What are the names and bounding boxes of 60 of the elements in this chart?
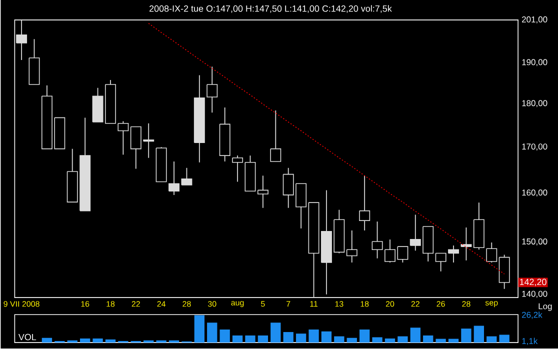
bar	[486, 336, 497, 343]
bar	[448, 339, 459, 343]
y-axis-title: VOL	[18, 334, 36, 340]
bar	[436, 339, 446, 343]
y-tick-label: 180,00	[522, 100, 548, 108]
bar	[296, 334, 306, 343]
bar	[410, 328, 420, 343]
candlestick	[16, 20, 28, 61]
candlestick	[346, 230, 358, 264]
bar	[321, 332, 332, 343]
bar	[92, 338, 103, 343]
candlestick	[270, 110, 282, 162]
bar	[372, 337, 382, 343]
bar	[80, 338, 90, 343]
y-tick-label: 160,00	[522, 190, 548, 197]
bar	[461, 328, 472, 343]
candlestick	[28, 38, 40, 86]
y-tick-label: 140,00	[522, 291, 548, 298]
candlestick	[308, 202, 320, 298]
bar	[359, 330, 370, 343]
bar	[346, 338, 357, 343]
y-tick-label: 150,00	[522, 238, 548, 246]
bar	[245, 336, 256, 343]
bar	[258, 336, 268, 343]
bar	[207, 322, 218, 343]
candlestick	[206, 66, 218, 114]
y-tick-label: 170,00	[522, 144, 548, 151]
candlestick	[460, 227, 472, 262]
bar	[232, 336, 243, 343]
candlestick	[359, 175, 370, 232]
bar	[423, 336, 434, 343]
text: Log	[538, 304, 552, 312]
candlestick	[156, 146, 167, 182]
candlestick	[473, 202, 484, 250]
y-tick-label: 201,00	[522, 16, 548, 24]
bar	[42, 338, 52, 343]
bar	[398, 336, 408, 343]
bar	[384, 338, 396, 343]
bar	[334, 336, 344, 343]
chart-title: 2008-IX-2 tue O:147,00 H:147,50 L:141,00 C:142,20 vol:7,5k	[150, 5, 392, 14]
bar	[499, 334, 510, 343]
candlestick	[486, 242, 498, 264]
candlestick	[435, 253, 446, 272]
annotation: 142,20	[520, 278, 546, 286]
y-tick-label: 1,1k	[522, 338, 538, 346]
candlestick	[194, 74, 205, 164]
candlestick	[448, 245, 459, 264]
y-tick-label: 190,00	[522, 59, 548, 66]
candlestick	[219, 107, 230, 162]
bar	[220, 330, 230, 343]
y-tick-label: 26,2k	[522, 312, 542, 320]
candlestick	[257, 175, 268, 209]
bar	[308, 330, 319, 343]
bar	[270, 322, 281, 343]
candlestick	[232, 155, 244, 182]
bar	[105, 340, 116, 343]
bar	[283, 332, 294, 343]
candlestick	[498, 254, 510, 290]
bar	[194, 315, 204, 343]
bar	[474, 326, 484, 343]
